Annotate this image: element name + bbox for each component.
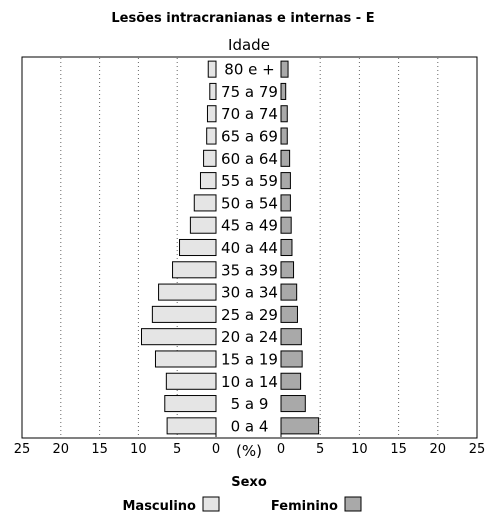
bar-masculino xyxy=(151,305,217,323)
bar-masculino xyxy=(207,60,217,78)
age-label: 35 a 39 xyxy=(221,261,278,279)
bar-feminino xyxy=(280,60,289,78)
tick-label-left: 10 xyxy=(130,442,147,457)
bar-feminino xyxy=(280,105,288,123)
age-label: 75 a 79 xyxy=(221,83,278,101)
bar-feminino xyxy=(280,395,306,413)
tick-label-left: 25 xyxy=(14,442,31,457)
bar-feminino xyxy=(280,305,298,323)
bar-feminino xyxy=(280,328,302,346)
age-label: 50 a 54 xyxy=(221,194,278,212)
bar-masculino xyxy=(166,417,217,435)
tick-label-right: 0 xyxy=(277,442,285,457)
bar-masculino xyxy=(172,261,217,279)
tick-label-right: 20 xyxy=(430,442,447,457)
bar-masculino xyxy=(164,395,217,413)
bar-feminino xyxy=(280,261,295,279)
bar-feminino xyxy=(280,283,298,301)
bar-feminino xyxy=(280,127,288,145)
age-label: 20 a 24 xyxy=(221,328,278,346)
chart-title: Lesões intracranianas e internas - E xyxy=(111,11,374,26)
legend-label-feminino: Feminino xyxy=(271,499,338,514)
legend-label-masculino: Masculino xyxy=(122,499,196,514)
bar-masculino xyxy=(209,82,217,100)
value-axis-label: (%) xyxy=(236,442,262,460)
legend: Masculino Feminino xyxy=(122,496,362,514)
tick-label-right: 15 xyxy=(390,442,407,457)
bar-masculino xyxy=(154,350,217,368)
plot-frame xyxy=(21,56,478,439)
age-label: 60 a 64 xyxy=(221,150,278,168)
bar-masculino xyxy=(206,127,217,145)
bar-feminino xyxy=(280,372,302,390)
bar-masculino xyxy=(206,105,217,123)
category-labels: 0 a 4 5 a 9 10 a 14 15 a 19 20 a 24 25 a 29 30… xyxy=(221,61,278,436)
age-label: 55 a 59 xyxy=(221,172,278,190)
bar-feminino xyxy=(280,350,303,368)
age-label: 0 a 4 xyxy=(231,417,269,435)
tick-label-right: 25 xyxy=(469,442,486,457)
bar-feminino xyxy=(280,172,291,190)
bar-feminino xyxy=(280,149,291,167)
tick-label-right: 10 xyxy=(351,442,368,457)
legend-swatch-masculino xyxy=(202,496,220,512)
bar-masculino xyxy=(189,216,217,234)
bars xyxy=(141,60,320,435)
age-label: 25 a 29 xyxy=(221,306,278,324)
age-axis-label: Idade xyxy=(228,36,270,54)
bar-masculino xyxy=(165,372,217,390)
bar-feminino xyxy=(280,417,320,435)
bar-masculino xyxy=(158,283,217,301)
bar-feminino xyxy=(280,238,293,257)
bar-masculino xyxy=(193,194,217,212)
tick-label-left: 15 xyxy=(91,442,108,457)
legend-swatch-feminino xyxy=(344,496,362,512)
bar-feminino xyxy=(280,194,291,212)
age-label: 15 a 19 xyxy=(221,350,278,368)
legend-title: Sexo xyxy=(231,475,267,490)
age-label: 45 a 49 xyxy=(221,217,278,235)
tick-label-right: 5 xyxy=(316,442,324,457)
tick-label-left: 0 xyxy=(212,442,220,457)
bar-masculino xyxy=(179,238,217,257)
age-label: 30 a 34 xyxy=(221,284,278,302)
bar-masculino xyxy=(141,328,217,346)
age-label: 80 e + xyxy=(224,61,274,79)
bar-masculino xyxy=(199,172,217,190)
tick-labels: 25 20 15 10 5 0 0 5 10 15 20 25 xyxy=(14,442,486,457)
age-label: 65 a 69 xyxy=(221,128,278,146)
tick-label-left: 20 xyxy=(53,442,70,457)
age-label: 10 a 14 xyxy=(221,373,278,391)
age-label: 40 a 44 xyxy=(221,239,278,257)
bar-feminino xyxy=(280,82,287,100)
tick-label-left: 5 xyxy=(173,442,181,457)
age-label: 70 a 74 xyxy=(221,105,278,123)
age-label: 5 a 9 xyxy=(231,395,269,413)
bar-masculino xyxy=(203,149,217,167)
bar-feminino xyxy=(280,216,292,234)
